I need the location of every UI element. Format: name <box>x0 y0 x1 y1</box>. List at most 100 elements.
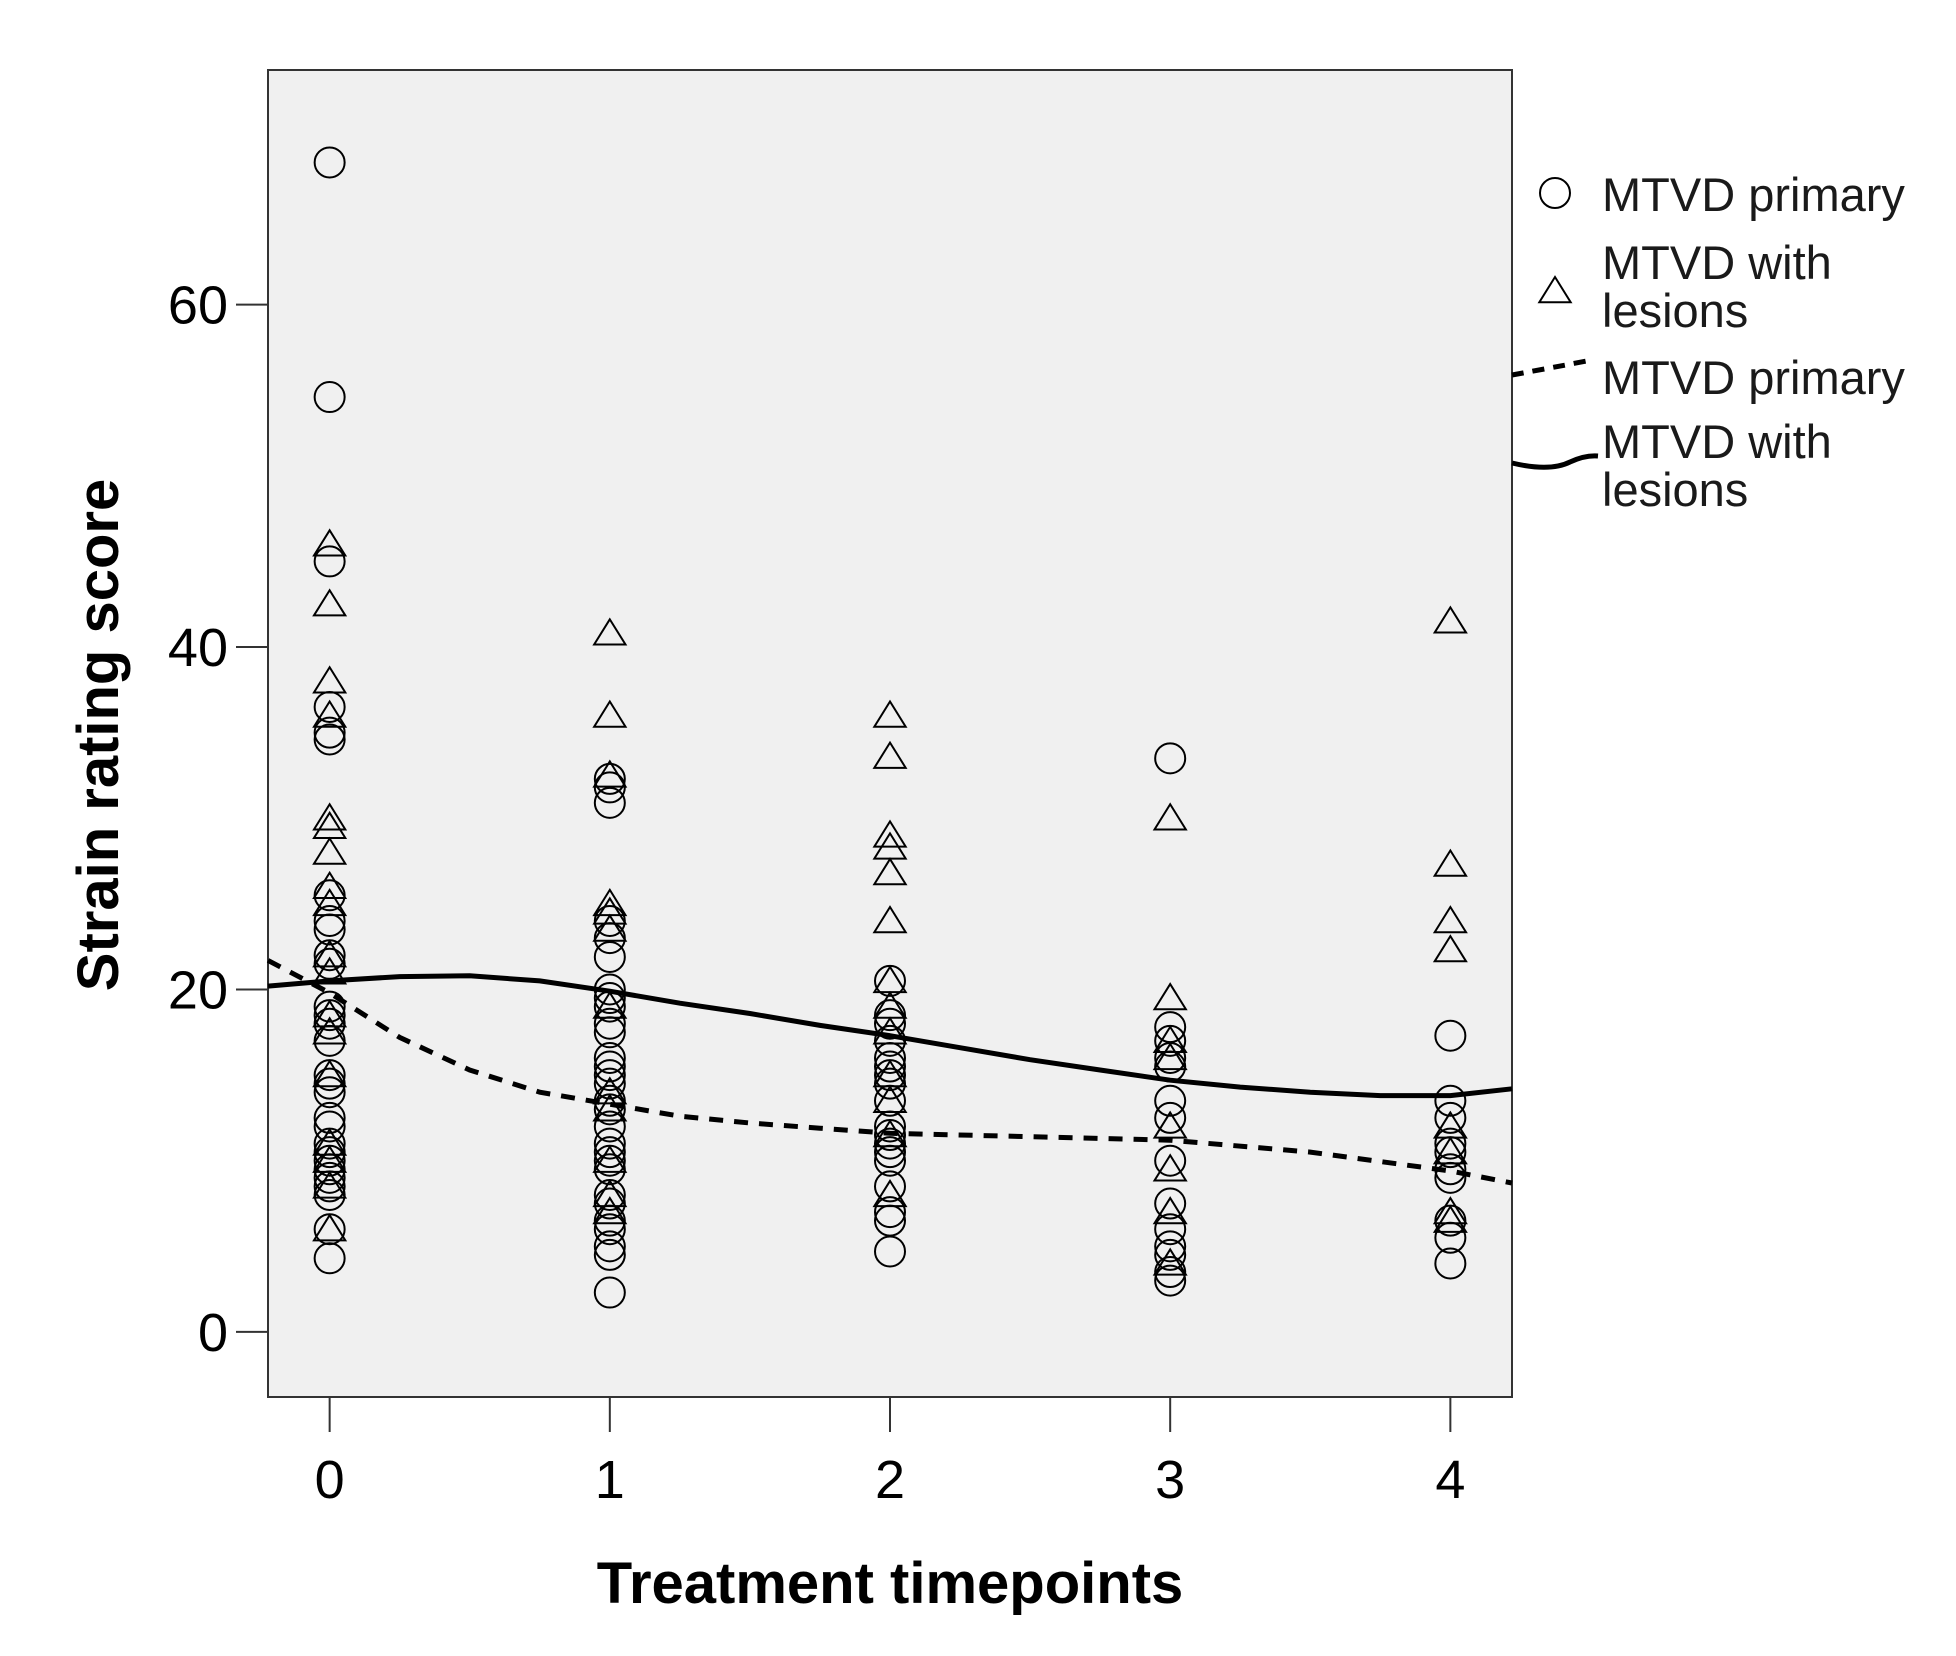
data-point-triangle <box>1152 1042 1188 1071</box>
data-point-circle <box>1154 1187 1187 1220</box>
legend-label: MTVD primary <box>1602 351 1905 404</box>
fit-line-lesions <box>267 973 1513 1099</box>
data-point-triangle <box>872 1179 908 1208</box>
legend-solid-line-icon <box>1511 453 1599 470</box>
data-point-circle <box>593 1067 626 1100</box>
data-point-circle <box>874 1235 906 1268</box>
data-point-circle <box>1154 1213 1187 1246</box>
data-point-triangle <box>312 939 348 968</box>
data-point-circle <box>1154 1101 1187 1134</box>
data-point-triangle <box>872 699 908 728</box>
data-point-circle <box>1154 1144 1187 1177</box>
data-point-triangle <box>592 1144 628 1173</box>
data-point-circle <box>313 381 346 414</box>
data-point-circle <box>593 1050 626 1083</box>
data-point-triangle <box>1152 1024 1188 1054</box>
data-point-triangle <box>1432 605 1468 634</box>
data-point-circle <box>313 723 346 756</box>
data-point-circle <box>313 716 346 749</box>
legend-label: lesions <box>1602 463 1748 516</box>
x-tick-label: 1 <box>595 1450 625 1510</box>
data-point-triangle <box>312 699 348 728</box>
data-point-circle <box>1154 1264 1187 1297</box>
data-point-circle <box>313 1101 346 1134</box>
data-point-triangle <box>592 699 628 728</box>
data-point-circle <box>313 1242 346 1275</box>
data-point-circle <box>874 1136 906 1169</box>
data-point-triangle <box>872 819 908 848</box>
legend-label: MTVD with <box>1602 415 1832 468</box>
data-point-circle <box>1434 1101 1467 1134</box>
x-tick-label: 2 <box>875 1450 905 1510</box>
data-point-circle <box>593 940 626 973</box>
data-point-triangle <box>1152 1196 1188 1225</box>
data-point-triangle <box>592 990 628 1019</box>
data-point-circle <box>313 1110 346 1143</box>
x-tick-label: 0 <box>315 1450 345 1510</box>
data-point-triangle <box>312 870 348 899</box>
data-point-circle <box>1154 1238 1187 1271</box>
data-point-circle <box>593 1136 626 1169</box>
data-point-triangle <box>1152 802 1188 831</box>
y-tick-label: 20 <box>168 960 228 1020</box>
data-point-circle <box>313 990 346 1023</box>
fit-line-primary <box>266 958 1513 1186</box>
data-point-circle <box>1154 742 1187 775</box>
y-tick-label: 0 <box>198 1303 228 1363</box>
data-point-circle <box>874 1007 906 1040</box>
data-point-circle <box>874 1196 906 1229</box>
data-point-triangle <box>1152 1247 1188 1276</box>
data-point-triangle <box>312 1213 348 1242</box>
data-point-circle <box>313 904 346 937</box>
data-point-triangle <box>872 857 908 886</box>
data-point-circle <box>593 982 626 1015</box>
y-tick-label: 60 <box>168 276 228 336</box>
data-point-triangle <box>1432 848 1468 877</box>
data-point-triangle <box>1432 1136 1468 1165</box>
data-point-triangle <box>1152 982 1188 1011</box>
data-point-triangle <box>312 836 348 865</box>
x-tick-label: 3 <box>1155 1450 1185 1510</box>
data-point-triangle <box>872 1016 908 1045</box>
data-point-triangle <box>312 1016 348 1045</box>
data-point-circle <box>593 1059 626 1092</box>
data-point-triangle <box>872 1119 908 1148</box>
data-point-triangle <box>1432 1204 1468 1233</box>
data-point-circle <box>313 1076 346 1109</box>
data-point-triangle <box>592 913 628 942</box>
data-point-triangle <box>872 1084 908 1113</box>
data-point-circle <box>1434 1247 1467 1280</box>
data-point-triangle <box>312 1059 348 1088</box>
data-point-triangle <box>1152 1153 1188 1182</box>
data-point-circle <box>874 1050 906 1083</box>
data-point-triangle <box>312 588 348 617</box>
data-point-circle <box>1154 1230 1187 1263</box>
data-point-triangle <box>1432 1196 1468 1225</box>
data-point-circle <box>313 146 346 179</box>
legend-label: MTVD with <box>1602 236 1832 289</box>
data-point-circle <box>593 786 626 819</box>
data-point-triangle <box>1152 1110 1188 1139</box>
data-point-circle <box>313 1161 346 1194</box>
legend-triangle-icon <box>1537 275 1573 304</box>
legend-circle-icon <box>1539 177 1571 209</box>
scatter-markers <box>312 146 1468 1309</box>
y-tick-label: 40 <box>168 618 228 678</box>
data-point-triangle <box>312 1127 348 1156</box>
fit-lines <box>266 958 1513 1186</box>
data-point-circle <box>1434 1019 1467 1052</box>
data-point-circle <box>593 1007 626 1040</box>
data-point-circle <box>593 1213 626 1246</box>
data-point-circle <box>313 545 346 578</box>
data-point-circle <box>1434 1084 1467 1117</box>
data-point-triangle <box>312 528 348 557</box>
data-point-circle <box>593 762 626 795</box>
data-point-circle <box>593 1276 626 1309</box>
legend-dashed-line-icon <box>1511 357 1593 378</box>
data-point-triangle <box>592 1179 628 1208</box>
data-point-circle <box>593 1230 626 1263</box>
y-axis-title: Strain rating score <box>66 479 131 991</box>
data-point-triangle <box>592 759 628 788</box>
